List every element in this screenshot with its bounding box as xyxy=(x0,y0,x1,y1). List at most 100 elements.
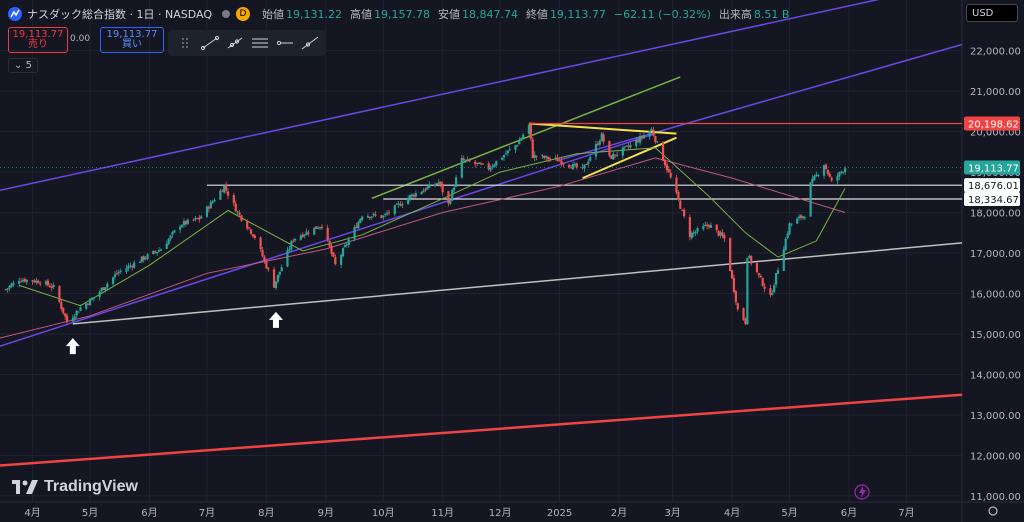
flash-bolt-icon xyxy=(859,486,866,498)
candle-body xyxy=(12,282,15,286)
candle-body xyxy=(200,216,203,219)
candle-body xyxy=(522,134,525,138)
level-price-label: 18,334.67 xyxy=(968,195,1019,206)
candle-body xyxy=(75,310,78,316)
candle-body xyxy=(546,157,550,160)
currency-selector[interactable]: USD xyxy=(966,4,1018,22)
candle-body xyxy=(822,165,826,176)
trendline-tool-icon[interactable] xyxy=(199,35,221,51)
drag-handle-icon[interactable] xyxy=(174,35,196,51)
x-tick-label: 6月 xyxy=(841,507,857,519)
horizontal-ray-tool-icon[interactable] xyxy=(274,35,296,51)
data-badge[interactable]: D xyxy=(235,7,250,21)
candle-body xyxy=(420,191,423,195)
candle-body xyxy=(683,209,686,217)
candle-body xyxy=(345,244,348,246)
close-label: 終値 xyxy=(525,8,548,21)
interval-selector[interactable]: ⌄ 5 xyxy=(8,58,38,73)
candle-body xyxy=(77,311,80,313)
settings-gear-icon xyxy=(988,506,998,516)
candle-body xyxy=(769,288,772,295)
y-tick-label: 15,000.00 xyxy=(970,330,1021,341)
candle-body xyxy=(165,243,168,249)
candle-body xyxy=(573,164,577,166)
candle-body xyxy=(249,229,253,234)
candle-body xyxy=(786,233,789,238)
candle-body xyxy=(439,181,442,185)
candle-body xyxy=(102,287,105,290)
volume-value: 8.51 B xyxy=(753,7,790,21)
candle-body xyxy=(694,231,697,234)
interval-value: 5 xyxy=(25,60,32,71)
candle-body xyxy=(435,183,439,185)
candle-body xyxy=(236,211,239,213)
candle-body xyxy=(842,171,845,173)
candle-body xyxy=(31,280,34,282)
candle-body xyxy=(366,216,370,218)
candle-body xyxy=(412,194,416,197)
candle-body xyxy=(211,201,214,203)
candle-body xyxy=(468,159,471,162)
x-tick-label: 6月 xyxy=(141,507,157,519)
candle-body xyxy=(629,145,632,148)
candle-body xyxy=(518,140,521,145)
candle-body xyxy=(575,163,578,168)
y-tick-label: 11,000.00 xyxy=(970,492,1021,503)
candle-body xyxy=(157,250,161,252)
candle-body xyxy=(253,235,256,238)
candle-body xyxy=(117,272,120,274)
candle-body xyxy=(125,268,128,272)
candle-body xyxy=(535,155,538,157)
candle-body xyxy=(744,318,747,324)
candle-body xyxy=(374,214,377,216)
candle-body xyxy=(801,216,805,219)
symbol-title[interactable]: ナスダック総合指数 · 1日 · NASDAQ xyxy=(27,8,212,21)
candle-body xyxy=(357,221,360,229)
candle-body xyxy=(681,209,684,211)
level-price-label-bg xyxy=(964,191,1020,206)
candle-body xyxy=(305,231,308,235)
candle-body xyxy=(813,175,816,180)
candle-body xyxy=(179,226,182,230)
candle-body xyxy=(414,193,417,197)
candle-body xyxy=(460,157,463,178)
extended-line-tool-icon[interactable] xyxy=(299,35,321,51)
candle-body xyxy=(514,145,517,150)
brand-name: TradingView xyxy=(44,478,138,495)
buy-button[interactable]: 19,113.77 買い xyxy=(100,27,164,53)
candle-body xyxy=(330,246,333,254)
short-moving-average xyxy=(19,147,846,307)
candle-body xyxy=(113,274,117,278)
candle-body xyxy=(131,265,134,268)
candle-body xyxy=(207,206,210,209)
candle-body xyxy=(259,237,262,250)
candle-body xyxy=(790,223,793,225)
candle-body xyxy=(614,154,617,156)
long-term-red-trendline xyxy=(0,393,963,467)
candle-body xyxy=(709,225,713,228)
sell-button[interactable]: 19,113.77 売り xyxy=(8,27,68,53)
candle-body xyxy=(661,142,665,161)
candle-body xyxy=(382,215,385,218)
candle-body xyxy=(449,200,452,204)
candle-body xyxy=(267,267,270,270)
candle-body xyxy=(50,286,53,288)
candle-body xyxy=(533,154,536,158)
parallel-channel-tool-icon[interactable] xyxy=(249,35,271,51)
candle-body xyxy=(640,135,644,138)
ray-tool-icon[interactable] xyxy=(224,35,246,51)
candle-body xyxy=(397,203,400,205)
candle-body xyxy=(474,161,477,165)
candle-body xyxy=(261,249,264,257)
candle-body xyxy=(495,160,498,166)
candle-body xyxy=(226,191,230,196)
candle-body xyxy=(763,286,766,289)
candle-body xyxy=(315,226,318,229)
candle-body xyxy=(688,217,691,237)
nasdaq-logo-icon xyxy=(8,7,22,21)
candle-body xyxy=(652,129,655,136)
candle-body xyxy=(569,167,573,169)
candle-body xyxy=(238,212,241,215)
candle-body xyxy=(159,249,163,251)
